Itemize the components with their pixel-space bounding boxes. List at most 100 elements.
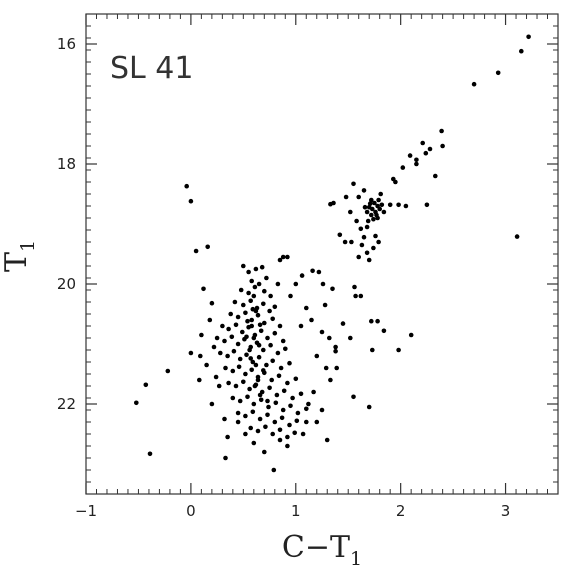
data-point bbox=[241, 302, 246, 308]
data-point bbox=[248, 298, 253, 304]
data-point bbox=[277, 437, 283, 443]
data-point bbox=[263, 424, 268, 430]
data-point bbox=[356, 254, 362, 260]
data-point bbox=[233, 383, 239, 389]
data-point bbox=[240, 329, 245, 335]
data-point bbox=[283, 346, 288, 352]
x-tick-label: 0 bbox=[186, 502, 196, 520]
data-point bbox=[310, 268, 315, 274]
data-point bbox=[408, 332, 414, 338]
data-point bbox=[353, 293, 358, 299]
data-point bbox=[370, 347, 375, 353]
data-point bbox=[364, 209, 370, 215]
data-point bbox=[299, 273, 305, 278]
data-point bbox=[369, 318, 374, 324]
data-point bbox=[188, 350, 194, 356]
data-point bbox=[252, 284, 258, 290]
data-point bbox=[311, 389, 316, 395]
data-point bbox=[253, 266, 259, 272]
x-tick-label: −1 bbox=[75, 502, 97, 520]
data-point bbox=[369, 197, 374, 203]
data-point bbox=[272, 330, 278, 336]
data-point bbox=[134, 400, 139, 406]
data-point bbox=[250, 306, 256, 312]
data-point bbox=[209, 300, 215, 306]
data-point bbox=[265, 335, 270, 341]
data-point bbox=[377, 206, 383, 212]
data-point bbox=[364, 250, 370, 256]
data-point bbox=[245, 394, 250, 400]
data-point bbox=[364, 224, 370, 230]
data-point bbox=[351, 181, 356, 187]
data-point bbox=[223, 455, 228, 461]
data-point bbox=[249, 317, 254, 323]
y-tick-label: 16 bbox=[57, 35, 76, 53]
data-point bbox=[268, 293, 273, 299]
data-point bbox=[207, 317, 213, 323]
data-point bbox=[294, 418, 300, 424]
data-point bbox=[287, 360, 292, 366]
data-point bbox=[298, 323, 304, 329]
data-point bbox=[143, 382, 149, 388]
data-point bbox=[261, 301, 266, 307]
data-point bbox=[276, 373, 282, 379]
data-point bbox=[309, 317, 314, 323]
data-point bbox=[285, 254, 290, 260]
data-point bbox=[197, 377, 202, 383]
data-point bbox=[300, 431, 306, 437]
data-point bbox=[285, 380, 290, 386]
data-point bbox=[253, 362, 259, 368]
data-point bbox=[243, 310, 248, 316]
data-point bbox=[366, 404, 372, 410]
minor-ticks bbox=[86, 13, 559, 495]
data-point bbox=[270, 316, 276, 322]
data-point bbox=[288, 403, 293, 409]
data-point bbox=[235, 314, 241, 320]
x-axis-title-sub: 1 bbox=[350, 548, 362, 568]
data-point bbox=[266, 404, 271, 410]
data-point bbox=[222, 338, 227, 344]
data-point bbox=[243, 413, 248, 419]
data-point bbox=[381, 328, 387, 334]
data-point bbox=[270, 358, 276, 364]
data-point bbox=[237, 356, 243, 362]
data-point bbox=[247, 386, 252, 392]
data-point bbox=[213, 374, 219, 380]
data-point bbox=[280, 407, 286, 413]
data-point bbox=[298, 391, 304, 397]
data-point bbox=[280, 338, 286, 344]
data-point bbox=[198, 353, 203, 359]
data-point bbox=[349, 239, 354, 245]
data-point bbox=[267, 308, 272, 314]
data-point bbox=[331, 200, 336, 206]
data-point bbox=[316, 269, 322, 275]
data-point bbox=[274, 392, 280, 398]
data-point bbox=[403, 203, 409, 209]
data-point bbox=[225, 353, 230, 359]
data-point bbox=[247, 347, 252, 353]
data-point bbox=[358, 226, 364, 232]
data-point bbox=[252, 383, 258, 389]
data-point bbox=[379, 202, 385, 208]
data-point bbox=[354, 218, 359, 224]
data-point bbox=[267, 385, 272, 391]
data-point bbox=[348, 335, 353, 341]
data-point bbox=[351, 394, 356, 400]
data-point bbox=[272, 304, 278, 310]
data-point bbox=[220, 323, 225, 329]
data-point bbox=[495, 70, 501, 76]
data-point bbox=[251, 440, 257, 446]
data-point bbox=[337, 232, 343, 238]
data-point bbox=[414, 157, 419, 163]
data-point bbox=[327, 335, 332, 341]
data-point bbox=[334, 365, 340, 371]
data-point bbox=[322, 302, 328, 308]
data-point bbox=[279, 415, 285, 421]
data-point bbox=[199, 332, 204, 338]
data-point bbox=[370, 206, 375, 212]
data-point bbox=[314, 419, 320, 425]
data-point bbox=[304, 419, 309, 425]
data-point bbox=[262, 288, 267, 294]
data-point bbox=[359, 242, 365, 248]
data-point bbox=[373, 233, 378, 239]
